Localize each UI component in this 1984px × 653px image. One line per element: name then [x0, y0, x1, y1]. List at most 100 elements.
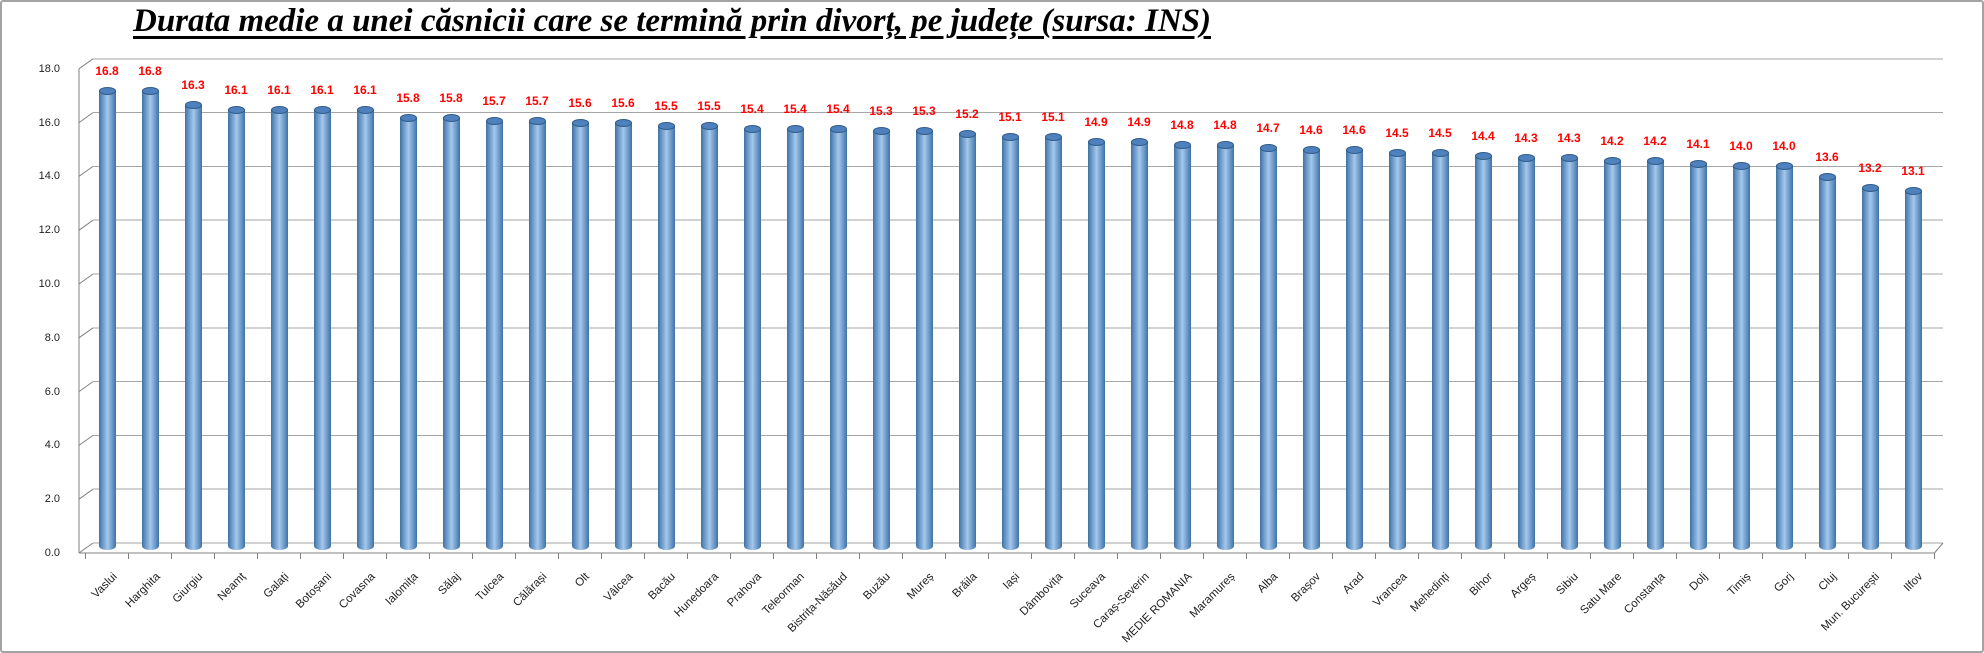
y-tick-connector [78, 273, 94, 285]
x-axis-label: Mureș [905, 570, 937, 602]
bar-value-label: 15.8 [439, 90, 463, 105]
x-axis-label: Botoșani [294, 570, 335, 611]
bar-cylinder [1775, 166, 1793, 550]
bar-cylinder-top [1001, 132, 1019, 141]
bar-value-label: 15.4 [826, 101, 850, 116]
y-tick-connector [78, 112, 94, 124]
bar-cylinder [227, 109, 245, 550]
bar-value-label: 15.1 [998, 109, 1022, 124]
x-axis-label: Hunedoara [672, 570, 722, 620]
x-axis-label: Brăila [949, 570, 980, 601]
bar-cylinder-top [786, 124, 804, 133]
x-axis-label: Alba [1255, 570, 1281, 596]
bar-cylinder [1646, 161, 1664, 550]
bar-value-label: 14.7 [1256, 120, 1280, 135]
bar-cylinder-top [1646, 157, 1664, 166]
bar-cylinder [1818, 177, 1836, 550]
bar-value-label: 15.3 [869, 104, 893, 119]
bar-cylinder-top [1216, 140, 1234, 149]
bar-value-label: 13.1 [1901, 163, 1925, 178]
x-axis-label: Gorj [1772, 570, 1797, 595]
bar-cylinder [1345, 150, 1363, 550]
bar-cylinder [743, 128, 761, 550]
x-axis-label: Sălaj [436, 570, 464, 598]
bar-cylinder [1388, 152, 1406, 550]
x-axis-label: Sibiu [1554, 570, 1582, 598]
y-tick-connector [78, 488, 94, 500]
bar-cylinder [1517, 158, 1535, 550]
bar-cylinder-top [1087, 138, 1105, 147]
bar-cylinder-top [399, 113, 417, 122]
bar-value-label: 14.5 [1385, 125, 1409, 140]
bar-value-label: 16.1 [353, 82, 377, 97]
x-axis-label: Vâlcea [601, 570, 636, 605]
bar-cylinder-top [1560, 154, 1578, 163]
bar-cylinder-top [571, 119, 589, 128]
bar-value-label: 15.8 [396, 90, 420, 105]
bar-cylinder [915, 131, 933, 550]
bar-cylinder-top [270, 105, 288, 114]
x-axis-label: Ialomița [383, 570, 421, 608]
bar-cylinder [270, 109, 288, 550]
bar-cylinder-top [1775, 162, 1793, 171]
bar-value-label: 15.6 [611, 96, 635, 111]
bar-value-label: 14.9 [1127, 115, 1151, 130]
bar-cylinder [528, 120, 546, 550]
y-axis-tick-label: 18.0 [38, 62, 60, 75]
bar-cylinder-top [356, 105, 374, 114]
bar-cylinder [958, 134, 976, 550]
chart-title: Durata medie a unei căsnicii care se ter… [132, 3, 1212, 39]
x-axis-label: Cluj [1816, 570, 1840, 594]
floor-right-edge [1934, 542, 1944, 554]
bar-cylinder [356, 109, 374, 550]
bar-value-label: 14.3 [1557, 131, 1581, 146]
bar-cylinder-top [184, 100, 202, 109]
bar-cylinder [184, 104, 202, 550]
bar-cylinder-top [872, 127, 890, 136]
bar-cylinder-top [1388, 148, 1406, 157]
bar-cylinder-top [1345, 146, 1363, 155]
y-tick-connector [78, 58, 94, 70]
bar-cylinder-top [528, 116, 546, 125]
bar-cylinder [1044, 136, 1062, 550]
bar-cylinder-top [1474, 151, 1492, 160]
bar-cylinder [1560, 158, 1578, 550]
x-axis-label: Arad [1340, 570, 1367, 597]
bar-cylinder [1861, 187, 1879, 550]
x-axis-label: Bacău [646, 570, 679, 603]
x-axis-label: Constanța [1621, 570, 1668, 617]
bar-cylinder [614, 123, 632, 550]
bar-value-label: 14.4 [1471, 128, 1495, 143]
x-axis-label: Suceava [1068, 570, 1109, 611]
bar-value-label: 14.5 [1428, 125, 1452, 140]
bar-cylinder-top [141, 87, 159, 96]
bar-value-label: 14.8 [1170, 117, 1194, 132]
bar-value-label: 14.0 [1772, 139, 1796, 154]
bar-value-label: 15.5 [654, 99, 678, 114]
bar-cylinder-top [657, 122, 675, 131]
y-axis-tick-label: 2.0 [44, 493, 60, 506]
bar-value-label: 15.3 [912, 104, 936, 119]
bar-cylinder [1431, 152, 1449, 550]
y-axis-tick-label: 12.0 [38, 224, 60, 237]
bar-cylinder-top [1689, 159, 1707, 168]
y-axis-tick-label: 0.0 [44, 547, 60, 559]
bar-cylinder [1130, 142, 1148, 550]
x-axis-label: Argeș [1508, 570, 1539, 601]
x-axis-label: Călărași [510, 570, 550, 610]
bar-cylinder [1087, 142, 1105, 550]
bar-value-label: 13.6 [1815, 150, 1839, 165]
bar-cylinder [571, 123, 589, 550]
bar-cylinder [1732, 166, 1750, 550]
x-axis-label: Dolj [1687, 570, 1711, 594]
y-axis-tick-label: 10.0 [38, 278, 60, 290]
x-axis-label: Brașov [1289, 570, 1324, 605]
y-tick-connector [78, 542, 94, 554]
bar-cylinder-top [1603, 157, 1621, 166]
x-axis-label: Tulcea [473, 570, 507, 604]
bar-value-label: 14.3 [1514, 131, 1538, 146]
bar-cylinder-top [1044, 132, 1062, 141]
bar-cylinder [1603, 161, 1621, 550]
bar-value-label: 14.2 [1600, 134, 1624, 149]
